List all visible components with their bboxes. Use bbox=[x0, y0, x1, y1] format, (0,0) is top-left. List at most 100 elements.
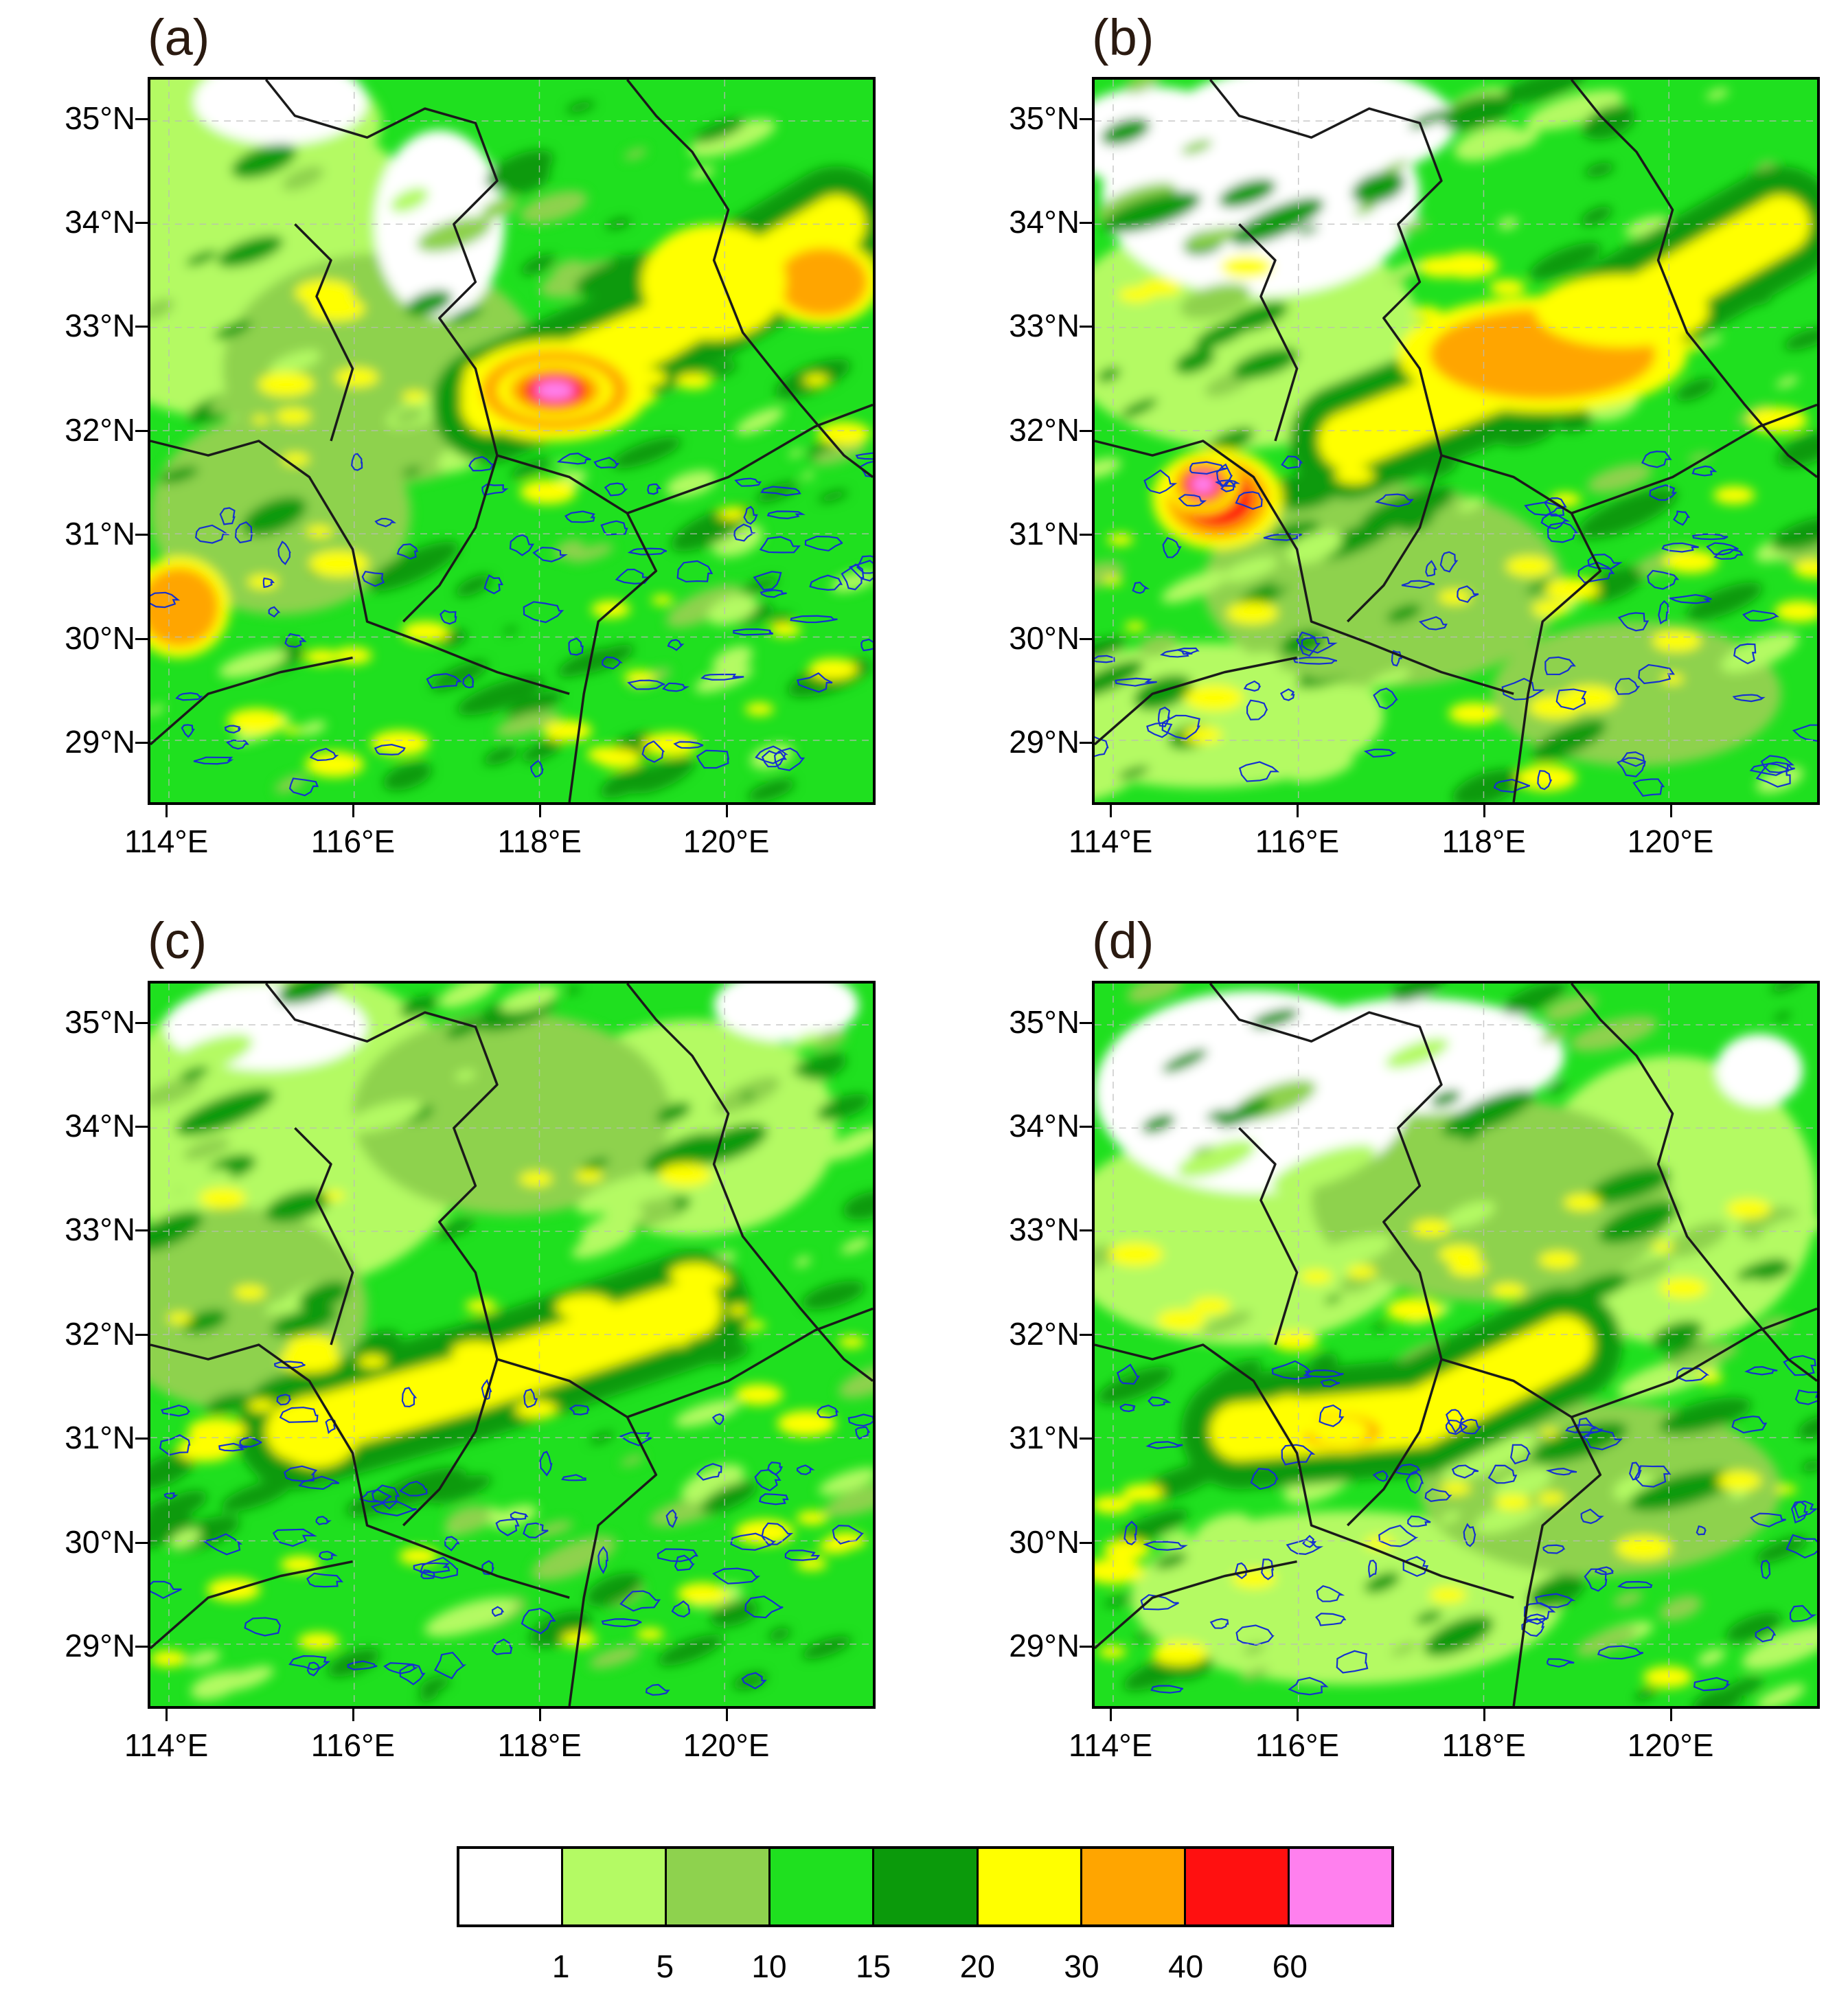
longitude-label: 116°E bbox=[1255, 1727, 1340, 1763]
terrain-contour bbox=[759, 536, 801, 554]
terrain-contour bbox=[298, 1475, 340, 1490]
rain-patch bbox=[242, 497, 307, 536]
rain-patch bbox=[1659, 1397, 1752, 1434]
rainfall-maximum bbox=[1190, 474, 1216, 495]
rain-patch bbox=[1706, 88, 1729, 100]
terrain-contour bbox=[279, 1407, 319, 1423]
heavy-rain-cell bbox=[1775, 1484, 1797, 1495]
terrain-contour bbox=[848, 560, 873, 582]
rain-patch bbox=[793, 1060, 821, 1077]
heavy-rain-cell bbox=[283, 726, 301, 734]
latitude-tick bbox=[1080, 742, 1092, 745]
terrain-contour bbox=[755, 745, 788, 764]
rain-patch bbox=[1284, 362, 1332, 389]
terrain-contour bbox=[1673, 510, 1691, 526]
rain-patch bbox=[448, 306, 483, 324]
rain-patch bbox=[657, 1635, 723, 1666]
latitude-tick bbox=[135, 1021, 148, 1024]
latitude-label: 32°N bbox=[65, 411, 135, 448]
terrain-contour bbox=[1457, 585, 1479, 603]
heavy-rain-cell bbox=[1713, 486, 1755, 505]
terrain-contour bbox=[1534, 1593, 1576, 1609]
terrain-contour bbox=[761, 750, 788, 768]
terrain-contour bbox=[759, 1493, 789, 1506]
rain-patch bbox=[417, 216, 492, 253]
rain-patch bbox=[1231, 348, 1299, 380]
rain-patch bbox=[1670, 1343, 1738, 1370]
rain-patch bbox=[1277, 749, 1322, 775]
latitude-label: 32°N bbox=[1009, 1315, 1080, 1352]
longitude-tick bbox=[166, 805, 168, 817]
heavy-rain-cell bbox=[1227, 602, 1278, 624]
heavy-rain-cell bbox=[297, 1632, 339, 1650]
terrain-contour bbox=[1544, 656, 1576, 676]
terrain-contour bbox=[1587, 554, 1623, 570]
rain-patch bbox=[1503, 984, 1566, 1014]
province-boundary bbox=[626, 80, 873, 478]
heavy-rain-cell bbox=[1489, 279, 1526, 295]
heavy-rain-cell bbox=[1231, 1569, 1277, 1589]
terrain-contour bbox=[760, 589, 787, 598]
rain-patch bbox=[768, 1627, 791, 1641]
terrain-contour bbox=[1755, 1626, 1777, 1643]
terrain-contour bbox=[665, 1509, 678, 1528]
latitude-label: 31°N bbox=[65, 516, 135, 552]
heavy-rain-cell bbox=[1184, 685, 1244, 711]
terrain-contour bbox=[1789, 1604, 1817, 1622]
terrain-contour bbox=[1451, 1464, 1479, 1479]
terrain-contour bbox=[600, 520, 628, 536]
heavy-rain-cell bbox=[1124, 622, 1145, 631]
terrain-contour bbox=[1119, 1403, 1136, 1412]
terrain-contour bbox=[244, 1617, 282, 1637]
province-boundary bbox=[150, 1560, 353, 1650]
heavy-rain-cell bbox=[1696, 1372, 1723, 1384]
rain-patch bbox=[1441, 1431, 1536, 1480]
terrain-contour bbox=[1696, 1525, 1707, 1536]
latitude-tick bbox=[135, 429, 148, 432]
terrain-contour bbox=[797, 672, 833, 693]
longitude-label: 116°E bbox=[310, 1727, 396, 1763]
longitude-tick bbox=[538, 805, 541, 817]
terrain-contour bbox=[401, 1387, 418, 1408]
rain-patch bbox=[1095, 637, 1126, 664]
longitude-label: 118°E bbox=[497, 1727, 582, 1763]
heavy-rain-cell bbox=[667, 1337, 689, 1346]
latitude-tick bbox=[135, 326, 148, 328]
rain-patch bbox=[1430, 1090, 1461, 1107]
terrain-contour bbox=[1731, 1416, 1768, 1434]
province-boundary bbox=[1238, 1127, 1299, 1345]
terrain-contour bbox=[1750, 1512, 1786, 1527]
rain-patch bbox=[566, 100, 595, 113]
rain-patch bbox=[469, 1134, 538, 1168]
rain-patch bbox=[426, 1475, 492, 1503]
rain-patch bbox=[1441, 94, 1513, 130]
longitude-tick bbox=[1669, 805, 1672, 817]
heavy-rain-cell bbox=[718, 507, 747, 520]
heavy-rain-cell bbox=[1107, 534, 1134, 545]
province-boundary bbox=[1238, 223, 1299, 442]
latitude-tick bbox=[1080, 1229, 1092, 1232]
heavy-rain-cell bbox=[1775, 600, 1817, 622]
terrain-contour bbox=[809, 574, 843, 591]
terrain-contour bbox=[1405, 1470, 1424, 1495]
terrain-contour bbox=[753, 571, 782, 591]
heavy-rain-cell bbox=[401, 621, 450, 643]
dry-area bbox=[714, 984, 858, 1042]
rainfall-maximum bbox=[641, 224, 786, 340]
province-boundary bbox=[626, 984, 873, 1382]
terrain-contour bbox=[523, 1388, 538, 1409]
rain-patch bbox=[689, 119, 776, 157]
terrain-contour bbox=[1363, 749, 1397, 758]
terrain-contour bbox=[1615, 677, 1641, 695]
heavy-rain-cell bbox=[1271, 1330, 1319, 1352]
rain-patch bbox=[150, 298, 174, 320]
terrain-contour bbox=[276, 1394, 292, 1406]
heavy-rain-cell bbox=[1347, 1265, 1377, 1279]
terrain-contour bbox=[766, 510, 806, 519]
rain-patch bbox=[312, 212, 355, 235]
rain-patch bbox=[817, 1093, 871, 1121]
terrain-contour bbox=[1632, 778, 1665, 797]
rain-patch bbox=[1558, 407, 1597, 433]
rain-patch bbox=[823, 1481, 873, 1517]
longitude-tick bbox=[352, 1709, 354, 1721]
